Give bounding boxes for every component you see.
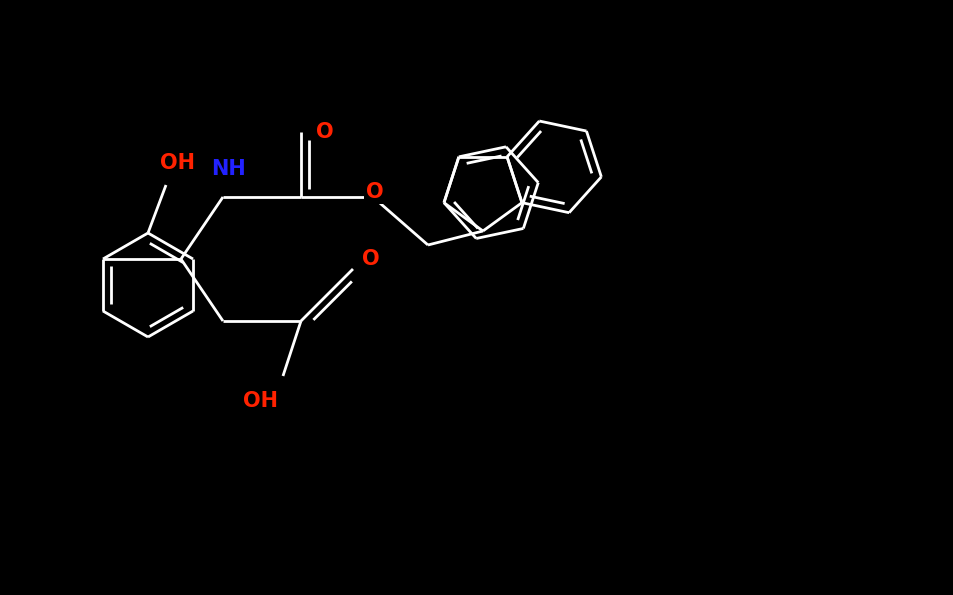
Text: O: O xyxy=(315,122,334,142)
Text: OH: OH xyxy=(243,391,278,411)
Text: NH: NH xyxy=(212,159,246,179)
Text: O: O xyxy=(362,249,379,269)
Text: OH: OH xyxy=(160,153,195,173)
Text: O: O xyxy=(366,182,383,202)
